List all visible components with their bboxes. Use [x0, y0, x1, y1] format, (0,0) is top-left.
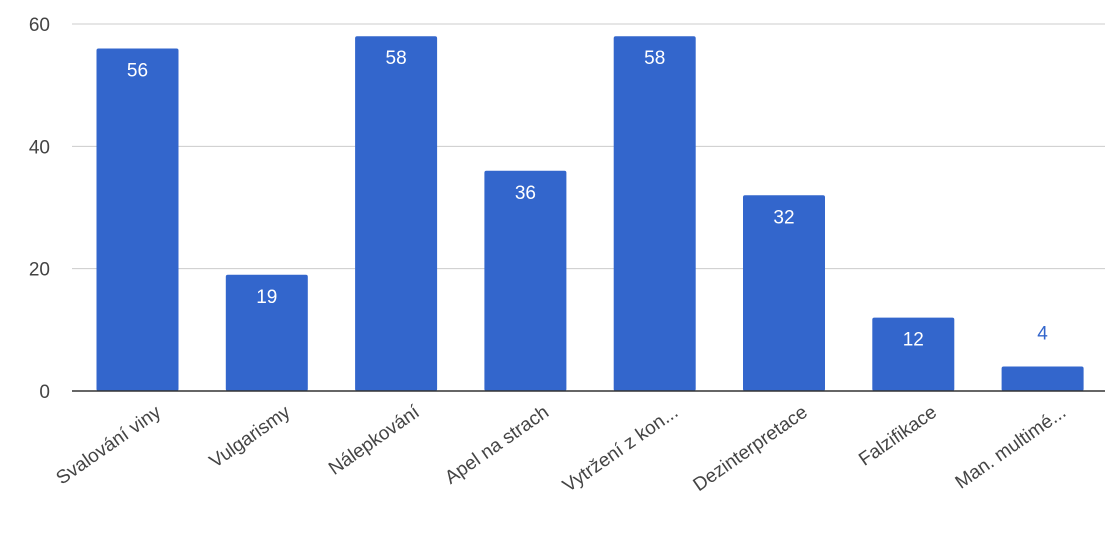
x-tick-label: Vulgarismy: [206, 402, 295, 473]
bar: [872, 317, 955, 391]
data-label: 58: [386, 48, 407, 69]
bar: [743, 195, 825, 391]
y-tick-label: 0: [39, 382, 50, 403]
data-label: 36: [515, 183, 536, 204]
bar: [355, 36, 438, 391]
gridlines: [72, 23, 1105, 270]
bar: [96, 48, 179, 391]
bar: [1001, 366, 1084, 391]
y-tick-label: 60: [29, 15, 50, 36]
x-tick-label: Falzifikace: [855, 402, 941, 471]
x-tick-label: Dezinterpretace: [690, 402, 812, 496]
data-labels: 56 19 58 36 58 32 12 4: [127, 48, 1048, 350]
data-label: 12: [903, 330, 924, 351]
bar: [225, 274, 308, 391]
y-tick-label: 20: [29, 260, 50, 281]
data-label: 32: [773, 207, 794, 228]
x-tick-label: Man. multimé...: [952, 402, 1070, 494]
x-tick-label: Apel na strach: [441, 402, 553, 489]
bar: [613, 36, 696, 391]
data-label: 56: [127, 60, 148, 81]
x-tick-label: Vytržení z kon...: [559, 402, 682, 497]
y-tick-label: 40: [29, 137, 50, 158]
x-tick-label: Svalování viny: [53, 402, 166, 490]
x-axis-labels: Svalování viny Vulgarismy Nálepkování Apel …: [53, 401, 1071, 496]
bars: [96, 36, 1084, 391]
x-tick-label: Nálepkování: [325, 401, 424, 479]
y-axis-ticks: 0 20 40 60: [29, 15, 50, 403]
data-label: 58: [644, 48, 665, 69]
bar: [484, 170, 567, 391]
data-label: 19: [256, 287, 277, 308]
data-label: 4: [1037, 324, 1048, 345]
